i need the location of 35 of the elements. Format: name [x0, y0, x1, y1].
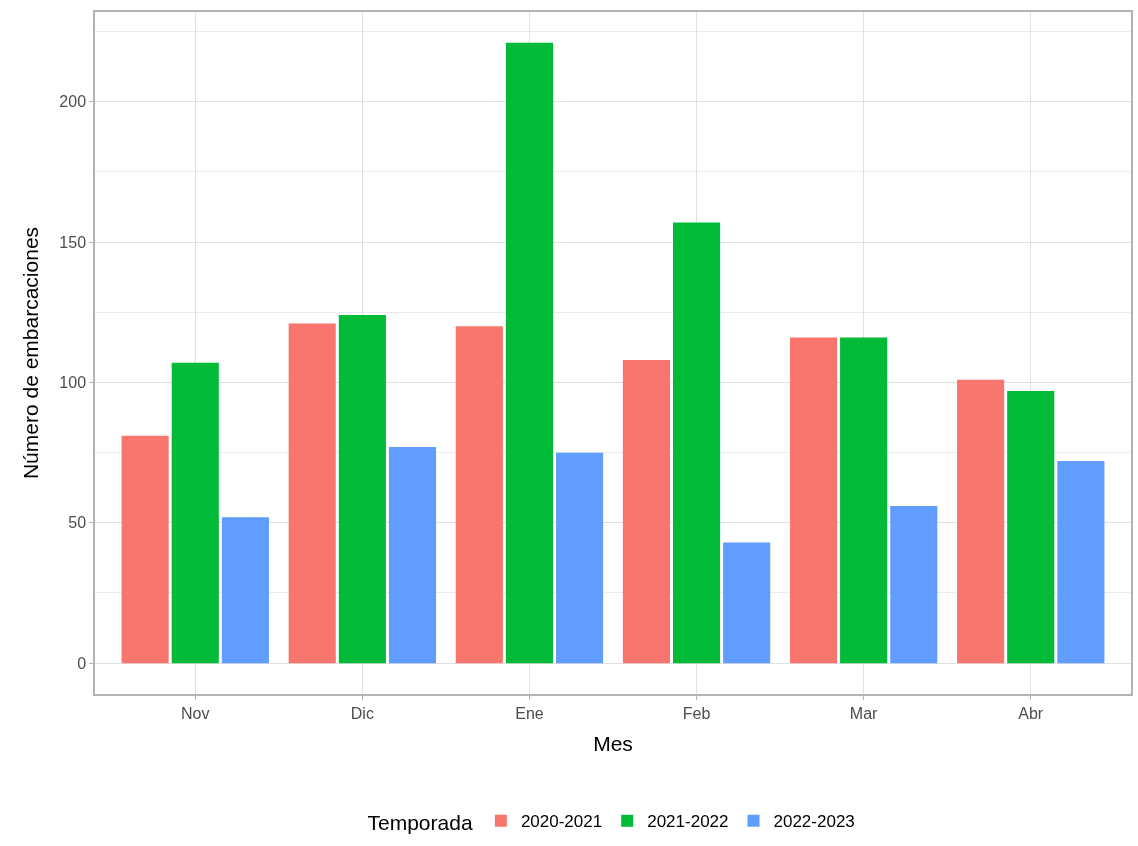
bar: [890, 505, 938, 664]
x-tick-label: Feb: [682, 704, 711, 722]
bar: [505, 42, 554, 664]
bar: [622, 360, 670, 664]
legend-label: 2021-2022: [647, 812, 729, 832]
x-tick-label: Mar: [849, 704, 879, 722]
y-tick-label: 50: [68, 514, 87, 532]
y-axis-title: Número de embarcaciones: [19, 226, 42, 480]
bar: [840, 337, 888, 664]
x-tick-label: Ene: [515, 704, 544, 722]
bar: [789, 337, 838, 664]
bar: [957, 379, 1005, 664]
bar: [556, 452, 604, 664]
bar: [121, 435, 169, 664]
x-tick-label: Abr: [1018, 704, 1044, 722]
bar: [672, 222, 721, 664]
y-tick-label: 200: [59, 93, 87, 111]
bar: [723, 542, 771, 664]
bar: [221, 517, 269, 664]
x-axis-title: Mes: [593, 731, 633, 755]
bar: [388, 447, 437, 664]
bar: [1057, 461, 1105, 664]
legend-label: 2020-2021: [520, 812, 603, 832]
bar: [338, 315, 386, 664]
y-tick-label: 100: [59, 374, 87, 392]
x-tick-label: Dic: [350, 704, 374, 722]
legend-title: Temporada: [367, 811, 473, 835]
legend-label: 2022-2023: [773, 812, 855, 832]
bar: [1007, 390, 1055, 664]
bar: [171, 362, 219, 664]
bar: [455, 326, 503, 664]
y-tick-label: 0: [77, 654, 87, 672]
bar: [288, 323, 336, 664]
x-tick-label: Nov: [181, 704, 210, 722]
y-tick-label: 150: [59, 233, 87, 251]
